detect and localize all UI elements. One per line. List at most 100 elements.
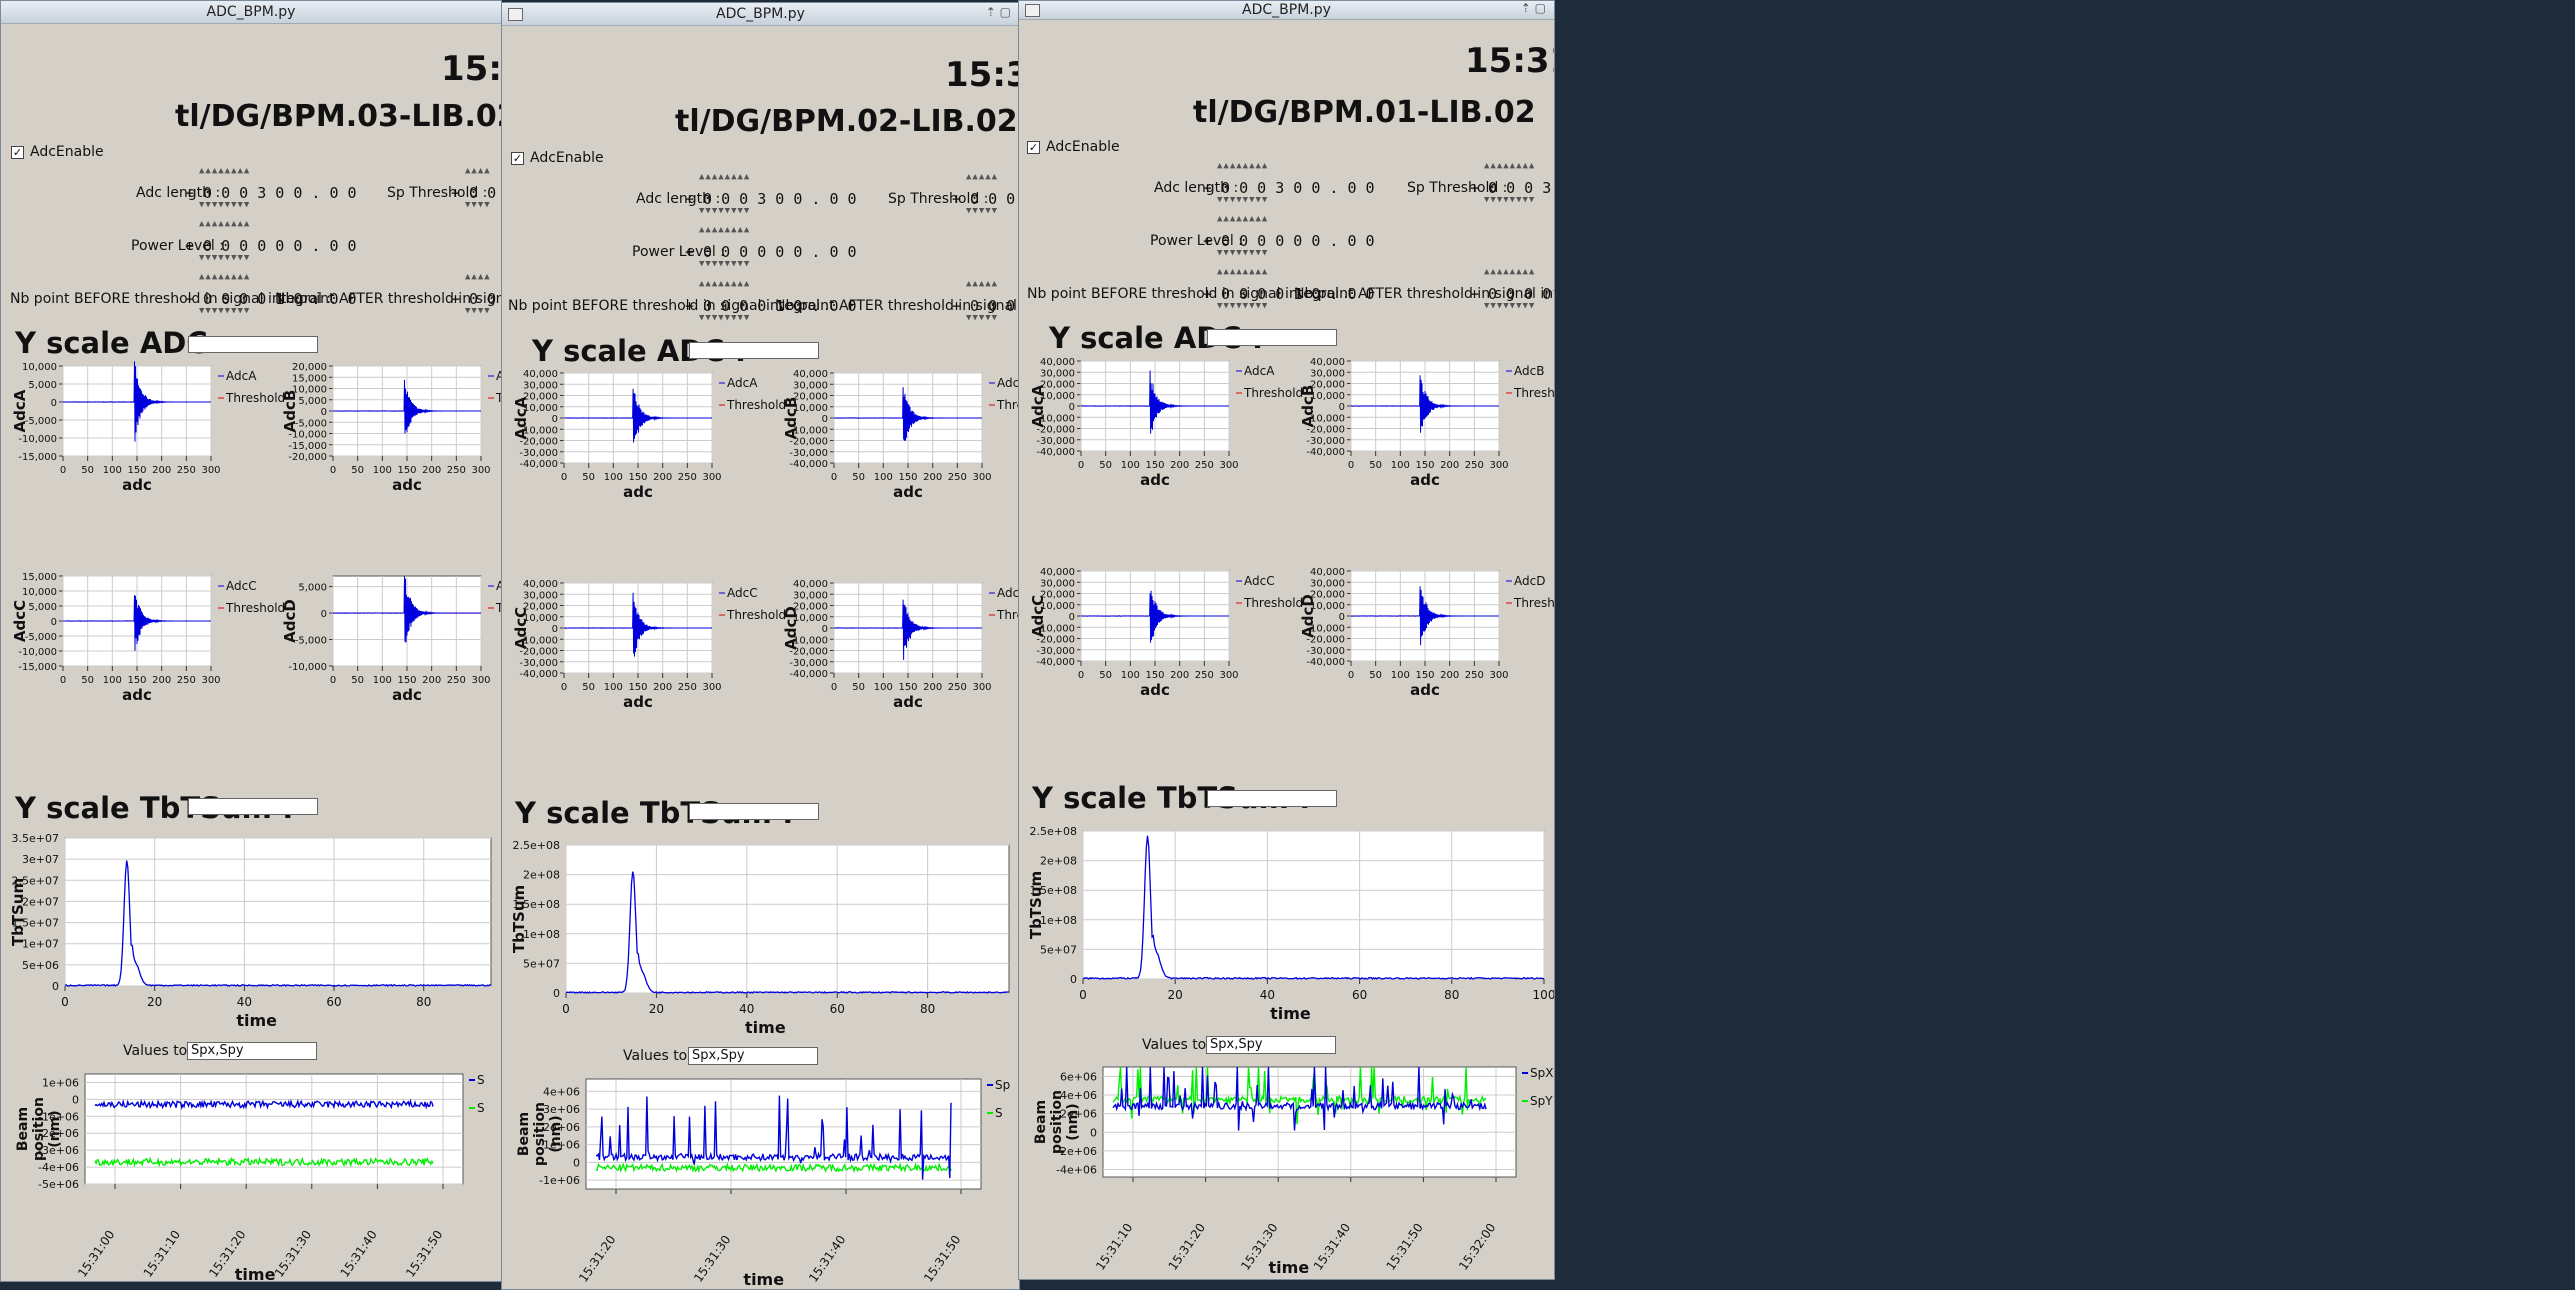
y-tick-label: 20,000 (793, 392, 828, 403)
x-tick-label: 300 (471, 675, 490, 686)
y-tick-label: -20,000 (1306, 635, 1345, 646)
adc-enable-checkbox[interactable]: ✓ AdcEnable (11, 144, 104, 160)
window-bpm-03[interactable]: ADC_BPM.py 15:31:53 tl/DG/BPM.03-LIB.02 … (0, 0, 502, 1282)
values-to-trend-input[interactable]: Spx,Spy (1206, 1036, 1336, 1054)
y-tick-label: -10,000 (288, 662, 327, 673)
y-scale-tbt-input[interactable] (188, 798, 318, 815)
power-level-spinner[interactable]: ▲▲▲▲▲▲▲▲ + 0 0 0 0 0 0 . 0 0 ▼▼▼▼▼▼▼▼ (685, 225, 857, 269)
y-tick-label: 1e+06 (543, 1139, 580, 1152)
x-tick-label: 200 (422, 465, 441, 476)
nb-before-spinner[interactable]: ▲▲▲▲▲▲▲▲ + 0 0 0 0 1 0 . 0 0 ▼▼▼▼▼▼▼▼ (1203, 267, 1375, 311)
y-tick-label: -20,000 (519, 437, 558, 448)
y-axis-label: AdcA (1029, 384, 1047, 427)
x-tick-label: 15:31:20 (576, 1233, 618, 1285)
window-titlebar[interactable]: ADC_BPM.py ⇡ ▢ (1019, 1, 1554, 20)
x-tick-label: 50 (582, 472, 595, 483)
power-level-label: Power Level : (131, 238, 224, 254)
x-tick-label: 100 (1391, 460, 1410, 471)
y-tick-label: -5,000 (295, 418, 327, 429)
window-titlebar[interactable]: ADC_BPM.py (1, 1, 501, 24)
down-arrows-icon: ▼▼▼▼▼▼▼▼ (199, 306, 251, 316)
x-axis-label: adc (1410, 471, 1440, 489)
y-axis-label: position (1049, 1090, 1065, 1154)
window-title: ADC_BPM.py (1242, 2, 1331, 18)
x-tick-label: 300 (972, 472, 991, 483)
legend-label-spy: SpY (1530, 1094, 1553, 1108)
x-tick-label: 150 (628, 682, 647, 693)
window-title: ADC_BPM.py (716, 6, 805, 22)
y-scale-adc-input[interactable] (188, 336, 318, 353)
nb-after-spinner[interactable]: ▲▲▲▲▲▲▲▲+ 0 0 0 0 5 0 . 0 0▼▼▼▼▼▼▼▼ (1470, 267, 1554, 311)
sp-threshold-spinner[interactable]: ▲▲▲▲+ 0 0 0 0 5 0 . 0 0▼▼▼▼ (451, 166, 501, 210)
sp-threshold-spinner[interactable]: ▲▲▲▲▲▲▲▲+ 0 0 0 3 5 0 . 0 0▼▼▼▼▼▼▼▼ (1470, 161, 1554, 205)
values-to-trend-input[interactable]: Spx,Spy (688, 1047, 818, 1065)
x-tick-label: 60 (1352, 988, 1367, 1002)
window-controls-icon[interactable]: ⇡ ▢ (1520, 1, 1546, 15)
window-title: ADC_BPM.py (206, 4, 296, 20)
window-bpm-01[interactable]: ADC_BPM.py ⇡ ▢ 15:31:52 tl/DG/BPM.01-LIB… (1018, 0, 1555, 1280)
device-name: tl/DG/BPM.01-LIB.02 (1193, 95, 1536, 130)
y-axis-label: TbTSum (1027, 871, 1045, 939)
adc-length-spinner[interactable]: ▲▲▲▲▲▲▲▲ + 0 0 0 3 0 0 . 0 0 ▼▼▼▼▼▼▼▼ (685, 172, 857, 216)
x-tick-label: 300 (1219, 460, 1238, 471)
x-tick-label: 50 (81, 465, 94, 476)
x-axis-label: adc (122, 476, 152, 494)
power-level-spinner[interactable]: ▲▲▲▲▲▲▲▲ + 0 0 0 0 0 0 . 0 0 ▼▼▼▼▼▼▼▼ (1203, 214, 1375, 258)
sp-threshold-label: Sp Threshold : (1407, 180, 1508, 196)
y-tick-label: 5e+07 (1040, 943, 1077, 956)
nb-before-label: Nb point BEFORE threshold in signal inte… (508, 298, 830, 314)
window-titlebar[interactable]: ADC_BPM.py ⇡ ▢ (502, 3, 1019, 26)
y-tick-label: -30,000 (1036, 646, 1075, 657)
tbt-sum-chart: 3.5e+07 3e+07 2.5e+07 2e+07 1.5e+07 1e+07 5e+0… (9, 832, 492, 1030)
y-tick-label: -20,000 (789, 437, 828, 448)
y-tick-label: 20,000 (523, 602, 558, 613)
nb-before-spinner[interactable]: ▲▲▲▲▲▲▲▲ + 0 0 0 0 1 0 . 0 0 ▼▼▼▼▼▼▼▼ (185, 272, 357, 316)
window-controls-icon[interactable]: ⇡ ▢ (985, 5, 1011, 19)
down-arrows-icon: ▼▼▼▼▼ (966, 313, 999, 323)
y-tick-label: 0 (822, 414, 828, 425)
values-to-trend-input[interactable]: Spx,Spy (187, 1042, 317, 1060)
x-tick-label: 15:31:40 (806, 1233, 848, 1285)
y-tick-label: 30,000 (1310, 578, 1345, 589)
y-tick-label: -20,000 (1306, 425, 1345, 436)
adc-enable-checkbox[interactable]: ✓ AdcEnable (1027, 139, 1120, 155)
x-tick-label: 100 (604, 472, 623, 483)
y-scale-tbt-input[interactable] (1207, 790, 1337, 807)
legend-label-signal: AdcC (226, 579, 257, 593)
x-tick-label: 100 (604, 682, 623, 693)
window-menu-icon[interactable] (508, 8, 523, 21)
nb-after-spinner[interactable]: ▲▲▲▲▲+ 0 0 0 0 5 0 . 0 0▼▼▼▼▼ (952, 279, 1019, 323)
y-axis-label: position (31, 1097, 47, 1161)
nb-after-spinner[interactable]: ▲▲▲▲+ 0 0 0 0 5 0 . 0 0▼▼▼▼ (451, 272, 501, 316)
y-tick-label: 0 (51, 617, 57, 628)
x-tick-label: 80 (920, 1002, 935, 1016)
y-tick-label: -4e+06 (38, 1161, 79, 1174)
y-axis-label: AdcB (281, 390, 299, 433)
adc-length-spinner[interactable]: ▲▲▲▲▲▲▲▲ + 0 0 0 3 0 0 . 0 0 ▼▼▼▼▼▼▼▼ (185, 166, 357, 210)
y-tick-label: 20,000 (1040, 590, 1075, 601)
y-scale-tbt-input[interactable] (689, 803, 819, 820)
x-tick-label: 200 (653, 472, 672, 483)
y-scale-adc-input[interactable] (689, 342, 819, 359)
adc-length-spinner[interactable]: ▲▲▲▲▲▲▲▲ + 0 0 0 3 0 0 . 0 0 ▼▼▼▼▼▼▼▼ (1203, 161, 1375, 205)
y-tick-label: -5,000 (295, 636, 327, 647)
y-tick-label: 2.5e+08 (513, 839, 560, 852)
legend-label-threshold: Threshold (726, 608, 786, 622)
sp-threshold-spinner[interactable]: ▲▲▲▲▲+ 0 0 0 3 0 0 . 0 0▼▼▼▼▼ (952, 172, 1019, 216)
nb-before-spinner[interactable]: ▲▲▲▲▲▲▲▲ + 0 0 0 0 1 0 . 0 0 ▼▼▼▼▼▼▼▼ (685, 279, 857, 323)
y-scale-adc-input[interactable] (1207, 329, 1337, 346)
adc-enable-checkbox[interactable]: ✓ AdcEnable (511, 150, 604, 166)
y-tick-label: -30,000 (519, 658, 558, 669)
window-bpm-02[interactable]: ADC_BPM.py ⇡ ▢ 15:31:53 tl/DG/BPM.02-LIB… (501, 2, 1020, 1290)
y-tick-label: -20,000 (288, 452, 327, 463)
legend-label-spx: SpX (1530, 1066, 1553, 1080)
y-tick-label: -10,000 (1036, 413, 1075, 424)
x-axis-label: adc (1140, 471, 1170, 489)
plot-area (565, 844, 1010, 994)
y-axis-label: TbTSum (9, 878, 27, 946)
x-tick-label: 200 (923, 682, 942, 693)
window-menu-icon[interactable] (1025, 4, 1040, 17)
plot-area (84, 1073, 464, 1185)
y-tick-label: 0 (822, 624, 828, 635)
power-level-spinner[interactable]: ▲▲▲▲▲▲▲▲ + 0 0 0 0 0 0 . 0 0 ▼▼▼▼▼▼▼▼ (185, 219, 357, 263)
